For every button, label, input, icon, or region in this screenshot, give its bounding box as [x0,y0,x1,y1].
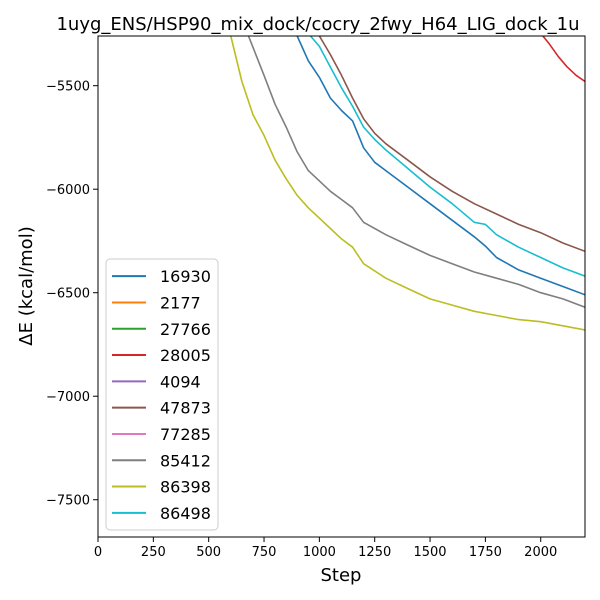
series-line-86398 [230,36,585,331]
y-tick-label: −6000 [46,183,90,198]
series-line-47873 [318,36,585,253]
legend-label: 86398 [160,478,211,497]
x-tick-label: 1750 [469,545,502,560]
legend-label: 2177 [160,293,201,312]
legend-label: 16930 [160,267,211,286]
x-tick-label: 500 [196,545,221,560]
y-tick-label: −7000 [46,390,90,405]
legend-label: 27766 [160,320,211,339]
legend-label: 77285 [160,425,211,444]
x-tick-label: 2000 [524,545,557,560]
x-tick-label: 750 [252,545,277,560]
series-layer [230,36,585,331]
series-line-86498 [309,36,585,277]
y-axis-label: ΔE (kcal/mol) [16,226,37,345]
series-line-16930 [296,36,585,296]
legend-label: 28005 [160,346,211,365]
x-tick-label: 1000 [303,545,336,560]
x-axis-label: Step [321,565,362,586]
y-tick-label: −5500 [46,80,90,95]
y-tick-label: −7500 [46,494,90,509]
ticks-layer: 0 250 500 750 1000 1250 1500 1750 2000 −7500 −7000… [46,80,557,560]
x-tick-label: 1500 [413,545,446,560]
chart-title: 1uyg_ENS/HSP90_mix_dock/cocry_2fwy_H64_L… [56,14,579,35]
legend-label: 85412 [160,451,211,470]
legend: 16930 2177 27766 28005 4094 47873 77285 85412 86… [105,258,219,531]
legend-label: 86498 [160,504,211,523]
plot-frame [97,35,586,538]
series-line-28005 [542,36,585,83]
legend-box [105,258,219,531]
legend-label: 47873 [160,399,211,418]
x-tick-label: 1250 [358,545,391,560]
legend-label: 4094 [160,372,201,391]
series-line-85412 [247,36,585,308]
x-tick-label: 0 [94,545,102,560]
y-tick-label: −6500 [46,287,90,302]
x-tick-label: 250 [141,545,166,560]
